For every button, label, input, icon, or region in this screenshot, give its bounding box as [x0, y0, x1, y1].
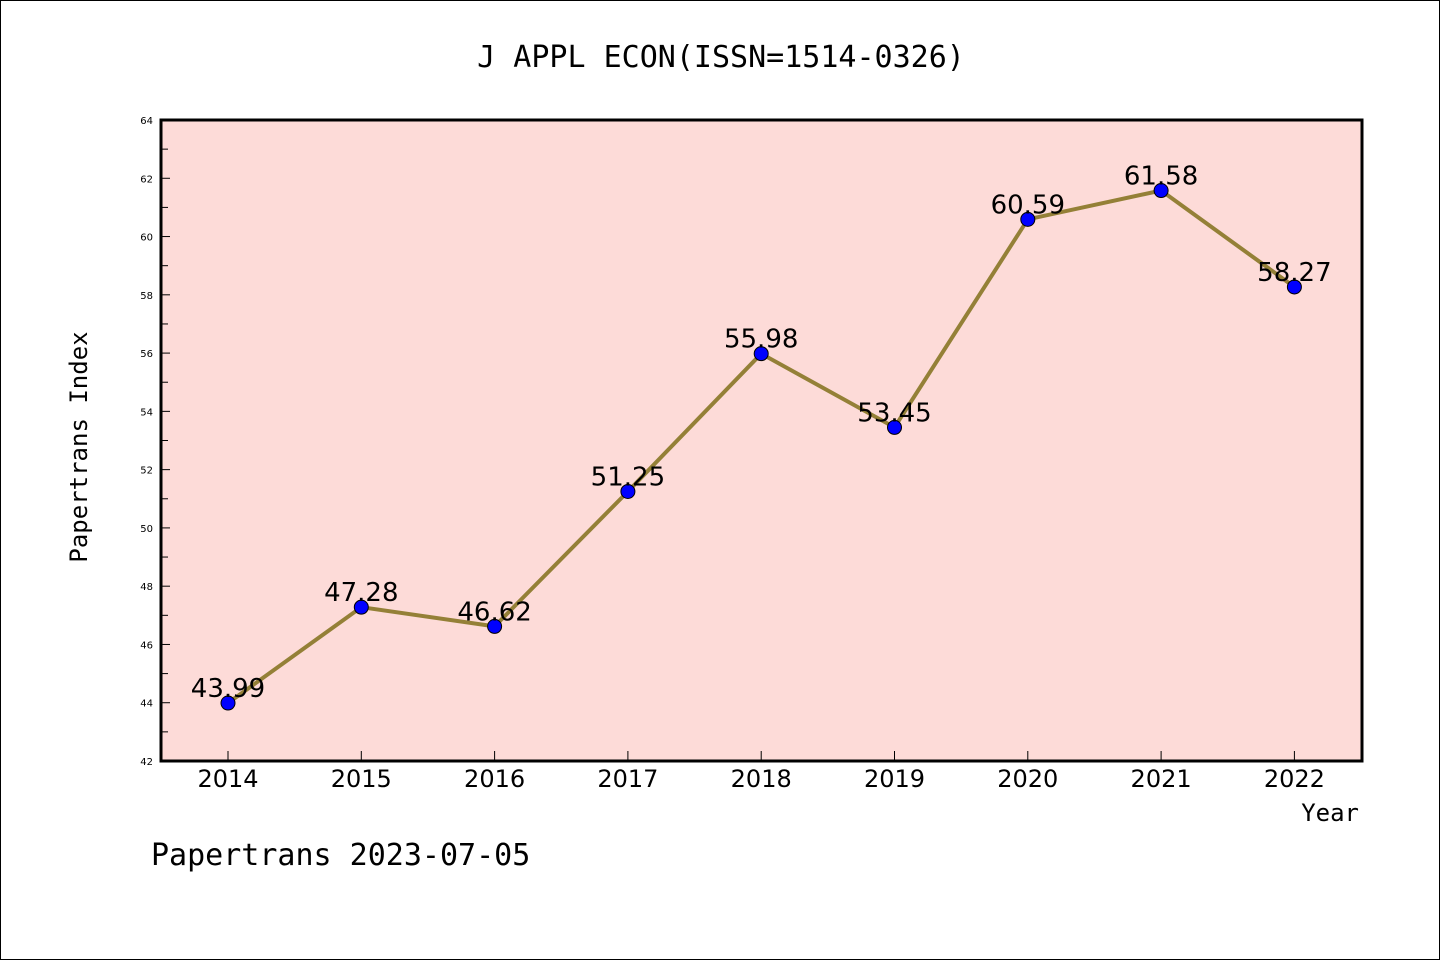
footer-date: Papertrans 2023-07-05 [151, 838, 530, 873]
data-point [887, 419, 902, 435]
data-point [620, 483, 636, 499]
data-labels: 43.99 47.28 46.62 51.25 55.98 53.45 60.59 61.58… [191, 162, 1332, 705]
y-tick-label: 56 [140, 349, 153, 360]
x-axis: 2014 2015 2016 2017 2018 2019 2020 2021 2022 [197, 751, 1325, 793]
data-label: 47.28 [324, 578, 398, 608]
x-tick-label: 2022 [1264, 765, 1325, 793]
data-label: 51.25 [591, 462, 665, 492]
data-label: 61.58 [1124, 162, 1198, 192]
y-axis: 42 44 46 48 50 52 54 56 58 60 62 64 [140, 116, 170, 768]
y-tick-label: 52 [140, 466, 153, 477]
x-tick-label: 2019 [864, 765, 925, 793]
x-tick-label: 2017 [597, 765, 658, 793]
x-tick-label: 2015 [331, 765, 392, 793]
x-tick-label: 2021 [1131, 765, 1192, 793]
y-axis-label: Papertrans Index [65, 331, 93, 562]
y-tick-label: 64 [140, 116, 153, 127]
data-label: 58.27 [1257, 258, 1331, 288]
data-point [353, 599, 369, 615]
y-tick-label: 50 [140, 524, 153, 535]
plot-area [159, 118, 1364, 763]
x-tick-label: 2014 [197, 765, 258, 793]
y-tick-label: 44 [140, 699, 153, 710]
data-point [1020, 211, 1036, 227]
y-tick-label: 42 [140, 757, 153, 768]
x-tick-label: 2016 [464, 765, 525, 793]
chart-title: J APPL ECON(ISSN=1514-0326) [477, 40, 965, 75]
data-point [1286, 279, 1302, 295]
y-tick-label: 48 [140, 582, 153, 593]
data-point [487, 618, 503, 634]
data-markers [220, 183, 1302, 711]
data-label: 55.98 [724, 325, 798, 355]
y-tick-label: 58 [140, 291, 153, 302]
data-label: 46.62 [457, 597, 531, 627]
data-label: 43.99 [191, 674, 265, 704]
y-tick-label: 46 [140, 640, 153, 651]
data-point [753, 346, 769, 362]
data-point [220, 695, 236, 711]
x-tick-label: 2018 [731, 765, 792, 793]
y-tick-label: 54 [140, 407, 153, 418]
data-label: 53.45 [857, 398, 931, 428]
y-tick-label: 60 [140, 233, 153, 244]
data-point [1153, 183, 1169, 199]
y-tick-label: 62 [140, 174, 153, 185]
x-tick-label: 2020 [997, 765, 1058, 793]
data-label: 60.59 [991, 190, 1065, 220]
x-axis-label: Year [1301, 799, 1359, 827]
